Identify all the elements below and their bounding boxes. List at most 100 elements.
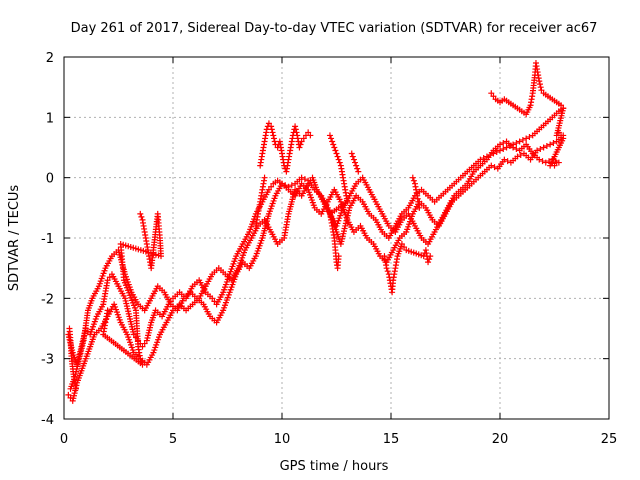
- data-point: [331, 144, 338, 151]
- data-point: [517, 152, 524, 159]
- data-point: [542, 159, 549, 166]
- data-point: [547, 141, 554, 148]
- data-point: [211, 298, 218, 305]
- x-tick-label: 15: [383, 432, 400, 447]
- data-point: [268, 126, 275, 133]
- data-point: [300, 135, 307, 142]
- data-point: [539, 158, 546, 165]
- data-point: [553, 159, 560, 166]
- data-point: [514, 153, 521, 160]
- data-point: [516, 138, 523, 145]
- data-point: [297, 141, 304, 148]
- data-point: [65, 391, 72, 398]
- data-point: [354, 165, 361, 172]
- data-point: [427, 253, 434, 260]
- data-point: [352, 159, 359, 166]
- data-point: [335, 253, 342, 260]
- data-point: [263, 126, 270, 133]
- data-point: [307, 132, 314, 139]
- data-point: [488, 162, 495, 169]
- data-point: [540, 144, 547, 151]
- data-point: [491, 164, 498, 171]
- data-point: [537, 84, 544, 91]
- data-point: [488, 90, 495, 97]
- data-point: [497, 147, 503, 154]
- data-point: [293, 129, 300, 136]
- data-point: [538, 87, 545, 94]
- series-track-c: [65, 138, 562, 404]
- data-point: [130, 331, 137, 338]
- data-point: [349, 153, 356, 160]
- data-point: [537, 146, 544, 153]
- y-tick-label: 2: [46, 51, 54, 66]
- data-point: [328, 135, 335, 142]
- data-point: [513, 146, 520, 153]
- data-point: [298, 174, 305, 181]
- data-point: [141, 340, 148, 347]
- data-point: [326, 132, 333, 139]
- data-point: [353, 162, 360, 169]
- data-point: [401, 244, 408, 251]
- data-point: [500, 139, 507, 146]
- data-point: [334, 153, 341, 160]
- data-point: [493, 149, 500, 156]
- x-tick-label: 10: [274, 432, 291, 447]
- data-point: [292, 126, 299, 133]
- x-axis-label: GPS time / hours: [280, 459, 389, 474]
- data-point: [558, 132, 565, 139]
- data-point: [305, 180, 312, 187]
- y-tick-label: 1: [46, 111, 54, 126]
- data-point: [305, 129, 312, 136]
- data-point: [72, 385, 79, 392]
- data-point: [551, 162, 558, 169]
- data-point: [500, 146, 507, 153]
- series-track-a: [65, 105, 567, 368]
- x-tick-label: 0: [60, 432, 68, 447]
- data-point: [265, 186, 272, 193]
- data-point: [332, 147, 339, 154]
- data-point: [307, 177, 314, 184]
- data-point: [477, 156, 484, 163]
- series-spur-peak-10: [252, 120, 314, 229]
- data-point: [383, 265, 390, 272]
- x-tick-label: 25: [601, 432, 618, 447]
- data-point: [497, 141, 503, 148]
- data-point: [138, 213, 145, 220]
- data-point: [510, 144, 517, 151]
- y-tick-label: -4: [41, 413, 54, 428]
- data-point: [409, 174, 416, 181]
- data-point: [350, 156, 357, 163]
- x-tick-label: 20: [492, 432, 509, 447]
- series-spur-12-13: [326, 132, 362, 272]
- data-point: [137, 210, 144, 217]
- data-point: [526, 133, 533, 140]
- data-point: [416, 204, 423, 211]
- data-point: [384, 268, 391, 275]
- data-point: [106, 274, 113, 281]
- data-point: [104, 277, 111, 284]
- data-point: [550, 139, 557, 146]
- data-point: [271, 135, 278, 142]
- data-point: [209, 295, 216, 302]
- series-spur-early: [66, 210, 165, 392]
- data-point: [536, 78, 543, 85]
- data-point: [536, 81, 543, 88]
- data-point: [543, 142, 550, 149]
- data-point: [348, 150, 355, 157]
- data-point: [261, 174, 268, 181]
- data-point: [501, 156, 508, 163]
- y-tick-label: -3: [41, 353, 54, 368]
- series-spur-15: [381, 174, 434, 296]
- data-point: [288, 182, 295, 189]
- data-point: [269, 129, 276, 136]
- axis-ticks: 0 5 10 15 20 25 -4 -3 -2 -1 0 1 2: [41, 51, 617, 447]
- data-point: [490, 93, 497, 100]
- data-point: [296, 144, 303, 151]
- data-point: [268, 123, 275, 130]
- data-point: [558, 102, 565, 109]
- data-point: [519, 136, 526, 143]
- data-point: [536, 156, 543, 163]
- data-point: [270, 132, 277, 139]
- y-tick-label: -1: [41, 232, 54, 247]
- data-point: [534, 147, 541, 154]
